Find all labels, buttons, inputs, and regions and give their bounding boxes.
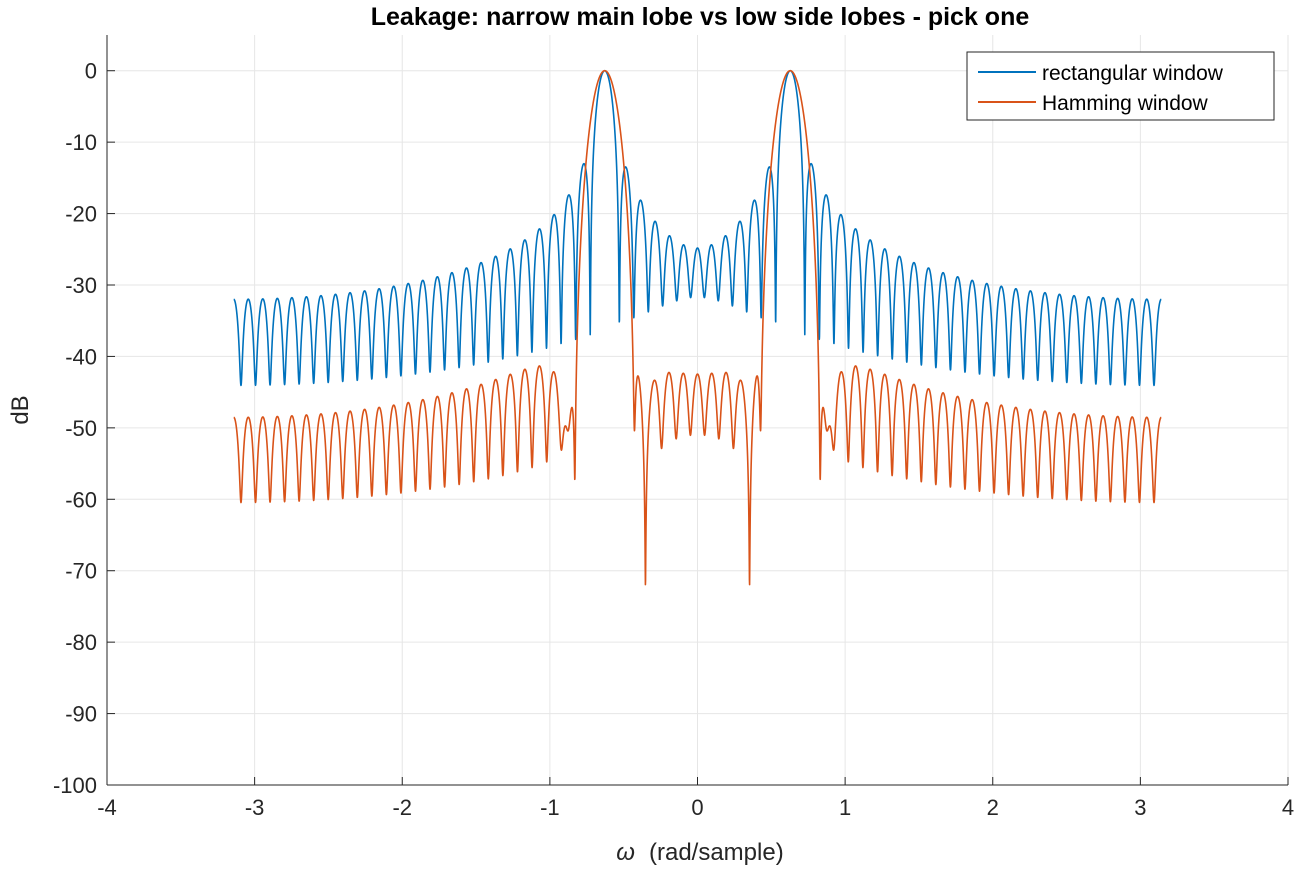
x-tick-label: 4 [1282,795,1294,820]
y-tick-label: -10 [65,130,97,155]
legend-label-hamming: Hamming window [1042,92,1209,115]
x-tick-label: 1 [839,795,851,820]
series-line-rectangular [233,69,1162,387]
series-line-hamming [233,69,1162,586]
y-tick-label: -70 [65,559,97,584]
x-tick-label: -3 [245,795,265,820]
y-tick-label: -100 [53,773,97,798]
x-tick-label: -1 [540,795,560,820]
axes [106,35,1289,786]
x-axis-symbol: ω [616,839,635,866]
x-tick-label: 2 [987,795,999,820]
x-tick-label: 0 [691,795,703,820]
plot-area [233,69,1162,586]
chart-title: Leakage: narrow main lobe vs low side lo… [371,3,1030,31]
y-tick-label: -20 [65,202,97,227]
legend-box [966,51,1275,121]
x-axis-label: ω (rad/sample) [616,839,783,866]
y-tick-label: -80 [65,630,97,655]
y-tick-label: -60 [65,487,97,512]
legend: rectangular window Hamming window [966,51,1275,121]
y-tick-label: -40 [65,344,97,369]
y-tick-label: -50 [65,416,97,441]
legend-label-rectangular: rectangular window [1042,62,1224,85]
x-axis-text: (rad/sample) [649,839,784,866]
y-tick-label: -90 [65,702,97,727]
x-tick-labels: -4 -3 -2 -1 0 1 2 3 4 [97,795,1294,820]
grid [106,35,1289,786]
y-tick-label: -30 [65,273,97,298]
x-tick-label: -4 [97,795,117,820]
y-axis-label: dB [7,395,34,424]
y-tick-label: 0 [85,59,97,84]
x-tick-label: 3 [1134,795,1146,820]
y-tick-labels: 0 -10 -20 -30 -40 -50 -60 -70 -80 -90 -100 [53,59,97,798]
x-tick-label: -2 [392,795,412,820]
